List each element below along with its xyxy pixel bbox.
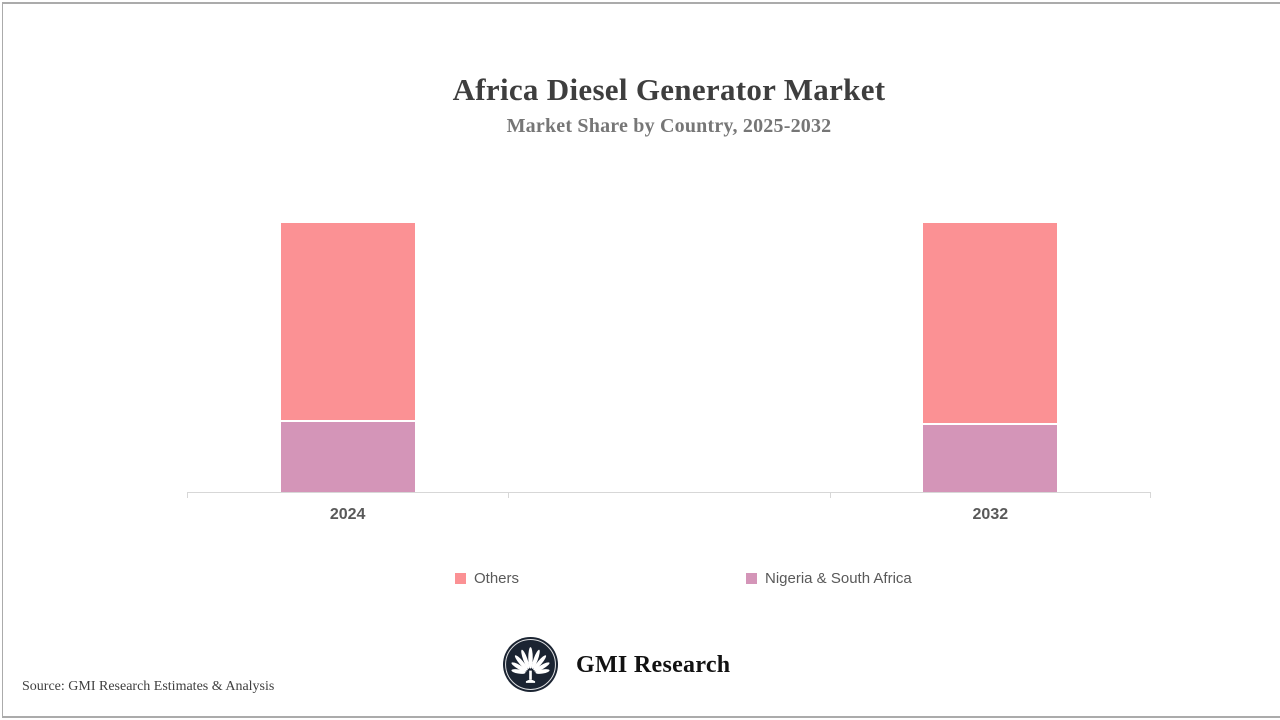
legend-item-others: Others <box>455 567 519 589</box>
legend-swatch-others <box>455 572 466 584</box>
x-axis-tick <box>187 492 188 498</box>
x-axis-tick <box>1150 492 1151 498</box>
legend-item-nigeria-south-africa: Nigeria & South Africa <box>746 567 912 589</box>
source-note: Source: GMI Research Estimates & Analysi… <box>22 679 275 694</box>
x-axis-tick <box>508 492 509 498</box>
chart-title: Africa Diesel Generator Market <box>452 72 886 107</box>
legend-swatch-nigeria-south-africa <box>746 572 757 584</box>
x-axis-label: 2032 <box>972 506 1009 523</box>
bar-segment-2032 <box>923 424 1058 492</box>
x-axis-tick <box>830 492 831 498</box>
gmi-logo-palm-fan-icon <box>503 637 558 692</box>
x-axis-line <box>187 492 1151 493</box>
bar-segment-2024 <box>280 223 415 421</box>
legend-label-nigeria-south-africa: Nigeria & South Africa <box>765 569 912 587</box>
bar-segment-2032 <box>923 223 1058 423</box>
chart-subtitle: Market Share by Country, 2025-2032 <box>506 115 832 137</box>
brand-name: GMI Research <box>576 652 731 678</box>
legend-label-others: Others <box>474 569 520 587</box>
x-axis-label: 2024 <box>329 506 366 523</box>
bar-segment-2024 <box>280 422 415 492</box>
chart-plot-area: 2024 2032 <box>187 180 1151 523</box>
